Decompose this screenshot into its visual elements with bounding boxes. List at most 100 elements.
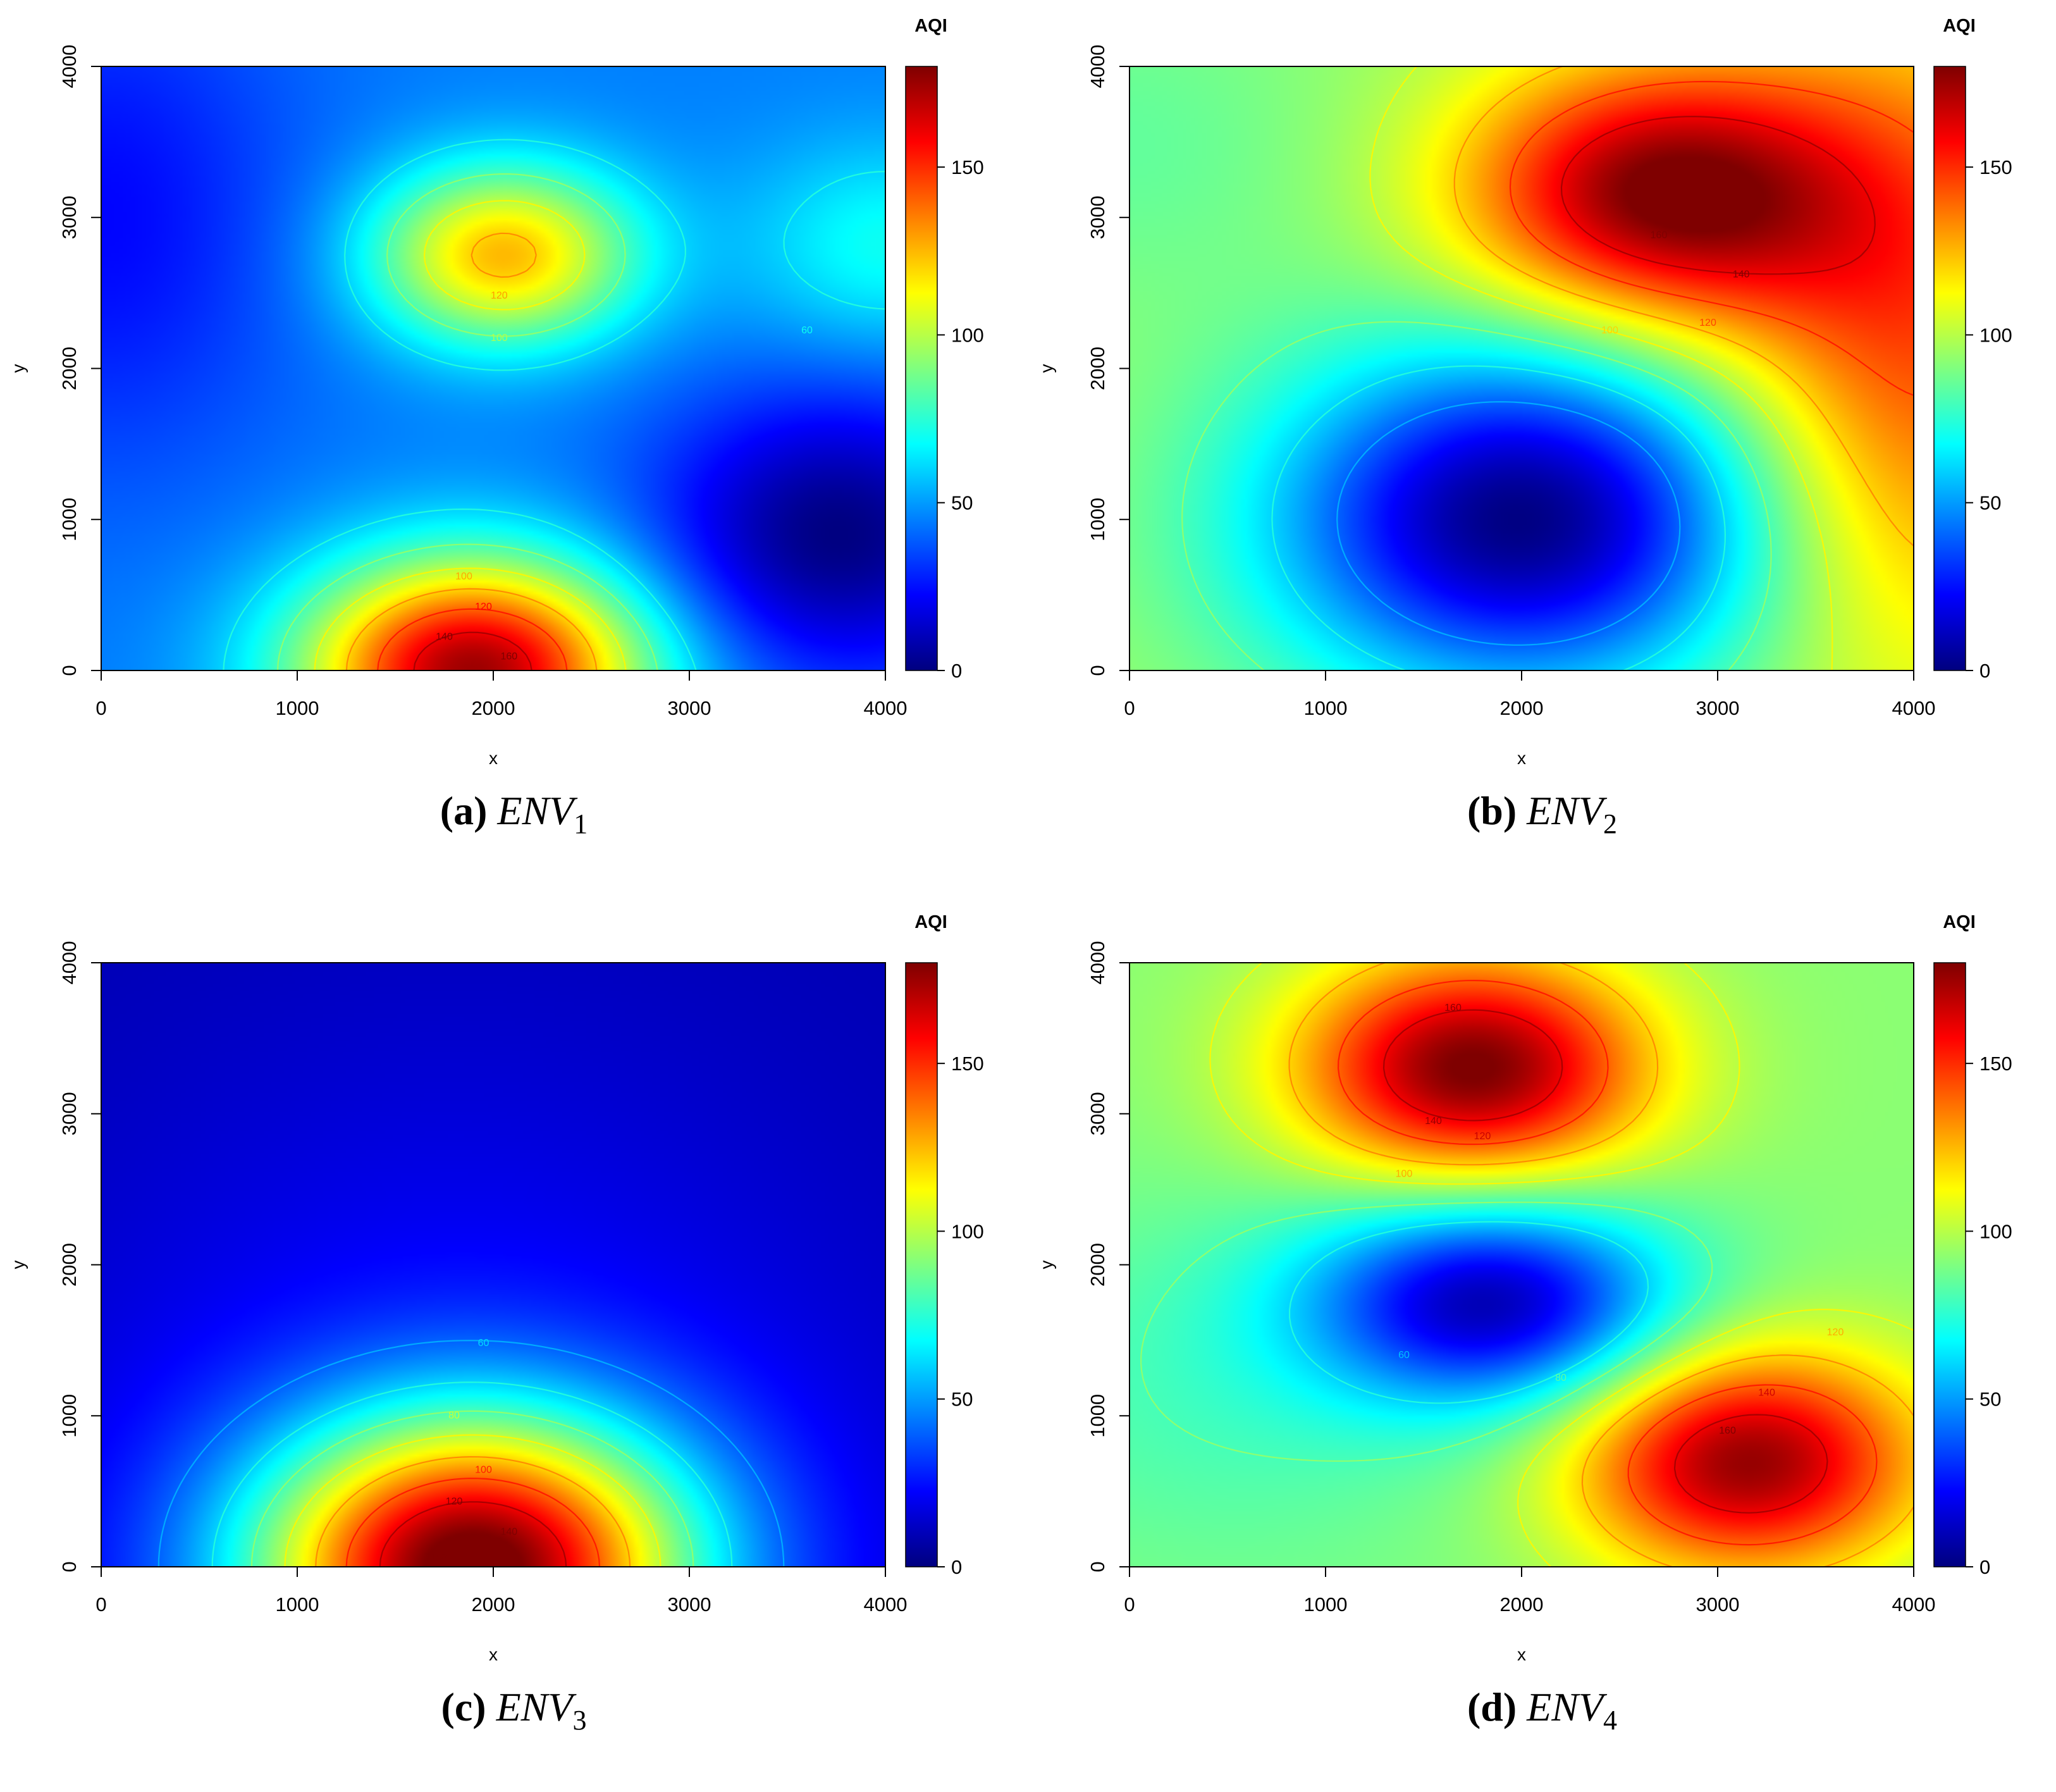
y-tick-label: 2000 [58, 347, 80, 390]
x-tick-label: 3000 [668, 1593, 711, 1616]
colorbar-title: AQI [1943, 912, 1976, 932]
y-axis-title: y [8, 1261, 28, 1270]
colorbar-tick-label: 50 [1979, 492, 2001, 514]
panel-label: (d) [1467, 1684, 1517, 1729]
x-tick-label: 2000 [1500, 1593, 1544, 1616]
contour-label: 60 [478, 1338, 489, 1349]
x-tick-label: 4000 [1892, 1593, 1936, 1616]
x-tick-label: 1000 [1304, 697, 1348, 719]
env-index: 4 [1603, 1705, 1618, 1736]
contour-label: 60 [1398, 1350, 1410, 1361]
colorbar-tick-label: 0 [951, 1556, 962, 1578]
colorbar-tick-label: 150 [951, 156, 984, 178]
heatmap-surface [101, 963, 885, 1567]
x-tick-label: 2000 [472, 697, 515, 719]
x-tick-label: 2000 [472, 1593, 515, 1616]
contour-label: 80 [1555, 1373, 1567, 1383]
contour-label: 120 [1699, 318, 1716, 328]
contour-label: 120 [475, 602, 492, 612]
colorbar-tick-label: 150 [1979, 156, 2012, 178]
env-name: ENV [497, 788, 574, 833]
contour-line [276, 173, 658, 671]
colorbar-tick-label: 100 [1979, 324, 2012, 346]
contour-label: 60 [801, 325, 813, 336]
contour-line [1369, 66, 1833, 671]
contour-line [1288, 961, 1914, 1568]
contour-line [1560, 116, 1876, 275]
colorbar-title: AQI [914, 912, 947, 932]
contour-label: 100 [1396, 1168, 1413, 1179]
colorbar [1933, 66, 1966, 671]
contour-label: 160 [1444, 1003, 1462, 1013]
colorbar-tick-label: 0 [1979, 1556, 1990, 1578]
panel-label: (b) [1467, 788, 1517, 833]
y-tick-label: 0 [58, 665, 80, 676]
env-name: ENV [1527, 1684, 1604, 1729]
contour-label: 160 [430, 1552, 447, 1563]
contour-line [1453, 65, 1914, 547]
x-tick-label: 4000 [1892, 697, 1936, 719]
chart-panel: 160 140 120 100 120 140 160 80 60 0 1000 2000 3000 40… [1028, 896, 2056, 1792]
contour-line [1289, 1221, 1649, 1404]
colorbar-title: AQI [1943, 16, 1976, 36]
x-tick-label: 0 [1124, 697, 1135, 719]
x-tick-label: 1000 [276, 1593, 319, 1616]
colorbar-tick-label: 0 [1979, 660, 1990, 682]
contour-line [211, 1381, 733, 1567]
contour-line [1338, 980, 1878, 1546]
contour-label: 160 [1651, 230, 1668, 241]
x-tick-label: 2000 [1500, 697, 1544, 719]
x-tick-label: 4000 [864, 1593, 908, 1616]
panel-caption: (b) ENV2 [1028, 788, 2056, 838]
env-index: 1 [574, 808, 588, 839]
y-tick-label: 0 [58, 1561, 80, 1572]
contour-label: 100 [491, 333, 508, 343]
panel-caption: (d) ENV4 [1028, 1684, 2056, 1734]
contour-line [1382, 1009, 1828, 1514]
contour-lines [1140, 961, 1914, 1568]
contour-label: 100 [475, 1464, 492, 1475]
y-tick-label: 4000 [1086, 941, 1109, 985]
env-index: 2 [1603, 808, 1618, 839]
contour-line [377, 608, 568, 671]
x-tick-label: 0 [95, 697, 106, 719]
contour-label: 120 [491, 290, 508, 301]
colorbar [905, 66, 938, 671]
heatmap-surface [101, 66, 885, 670]
y-axis-title: y [1037, 364, 1056, 373]
colorbar-tick-label: 100 [1979, 1220, 2012, 1242]
x-tick-label: 4000 [864, 697, 908, 719]
y-tick-label: 2000 [1086, 347, 1109, 390]
heatmap-surface [1130, 963, 1914, 1567]
x-axis-title: x [489, 748, 498, 768]
contour-line [1140, 1201, 1713, 1462]
y-tick-label: 4000 [58, 941, 80, 985]
contour-label: 120 [1827, 1327, 1844, 1338]
chart-panel: 160 140 120 100 0 1000 2000 3000 4000 0 1000 2000 30… [1028, 0, 2056, 896]
contour-line [1181, 321, 1772, 671]
colorbar-tick-label: 50 [1979, 1388, 2001, 1411]
x-tick-label: 0 [95, 1593, 106, 1616]
contour-label: 80 [448, 1410, 460, 1421]
colorbar-tick-label: 100 [951, 1220, 984, 1242]
x-axis-title: x [1517, 1645, 1526, 1664]
contour-line [379, 1501, 567, 1567]
env-name: ENV [496, 1684, 573, 1729]
x-axis-title: x [1517, 748, 1526, 768]
contour-line [1509, 80, 1914, 397]
contour-lines [1181, 65, 1914, 672]
y-tick-label: 4000 [1086, 45, 1109, 89]
colorbar-title: AQI [914, 16, 947, 36]
x-tick-label: 3000 [1696, 1593, 1740, 1616]
contour-label: 140 [1733, 269, 1750, 280]
contour-line [1209, 962, 1914, 1567]
panel-label: (c) [441, 1684, 486, 1729]
x-tick-label: 1000 [1304, 1593, 1348, 1616]
chart-panel: 160 140 120 100 80 60 0 1000 2000 3000 4000 0 1000 20… [0, 896, 1028, 1792]
contour-label: 100 [455, 571, 472, 582]
env-name: ENV [1527, 788, 1604, 833]
